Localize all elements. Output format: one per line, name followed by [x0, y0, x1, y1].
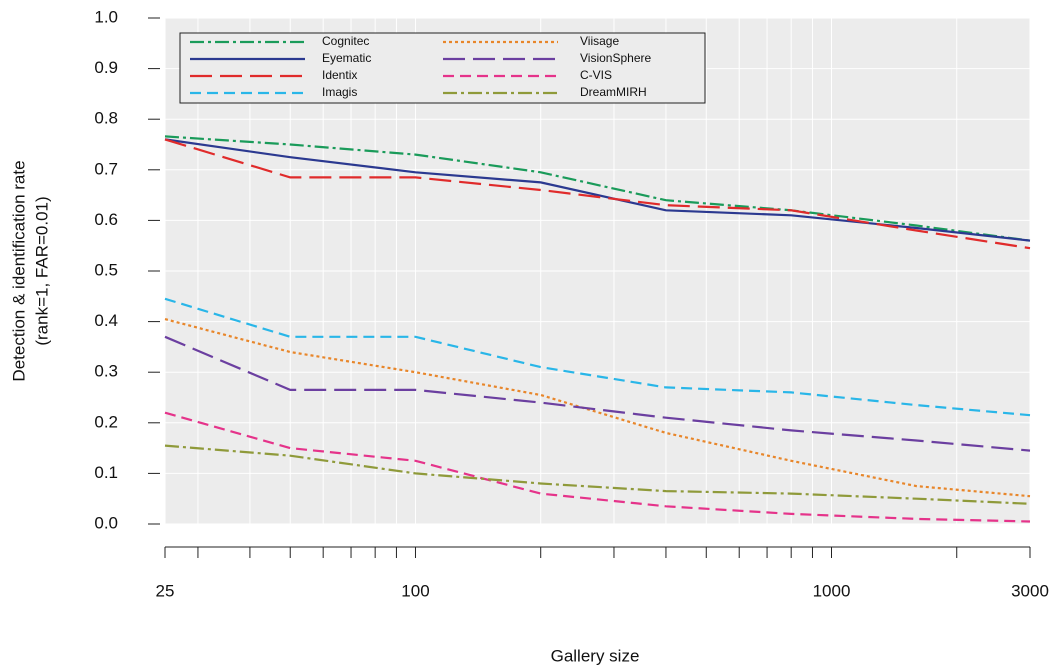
y-tick-label: 0.0: [94, 513, 118, 532]
y-tick-label: 0.3: [94, 362, 118, 381]
y-tick-label: 0.8: [94, 109, 118, 128]
x-tick-label: 1000: [813, 581, 851, 600]
legend-label: C-VIS: [580, 68, 612, 82]
y-tick-label: 0.5: [94, 260, 118, 279]
y-axis-label: (rank=1, FAR=0.01): [32, 196, 51, 345]
legend: Cognitec Eyematic Identix Imagis Viisage Visi…: [179, 32, 706, 104]
legend-label: Identix: [322, 68, 357, 82]
legend-label: DreamMIRH: [580, 85, 647, 99]
series-line: [164, 135, 1031, 242]
legend-label: VisionSphere: [580, 51, 651, 65]
y-tick-label: 0.6: [94, 210, 118, 229]
x-axis-label: Gallery size: [551, 646, 640, 665]
series-line: [164, 318, 1031, 498]
y-tick-label: 0.2: [94, 412, 118, 431]
legend-box: [179, 32, 706, 104]
y-tick-label: 0.1: [94, 463, 118, 482]
y-axis-label: Detection & identification rate: [9, 160, 28, 381]
y-tick-label: 0.9: [94, 58, 118, 77]
series-line: [164, 335, 1031, 452]
x-tick-label: 100: [401, 581, 429, 600]
x-tick-label: 25: [156, 581, 175, 600]
y-tick-label: 0.7: [94, 159, 118, 178]
y-tick-label: 0.4: [94, 311, 118, 330]
x-tick-label: 3000: [1011, 581, 1049, 600]
legend-label: Imagis: [322, 85, 357, 99]
legend-label: Cognitec: [322, 34, 369, 48]
y-tick-label: 1.0: [94, 7, 118, 26]
series-line: [164, 411, 1031, 523]
series-line: [164, 138, 1031, 250]
legend-label: Eyematic: [322, 51, 371, 65]
legend-label: Viisage: [580, 34, 619, 48]
series-line: [164, 138, 1031, 242]
series-line: [164, 297, 1031, 417]
series-line: [164, 444, 1031, 505]
